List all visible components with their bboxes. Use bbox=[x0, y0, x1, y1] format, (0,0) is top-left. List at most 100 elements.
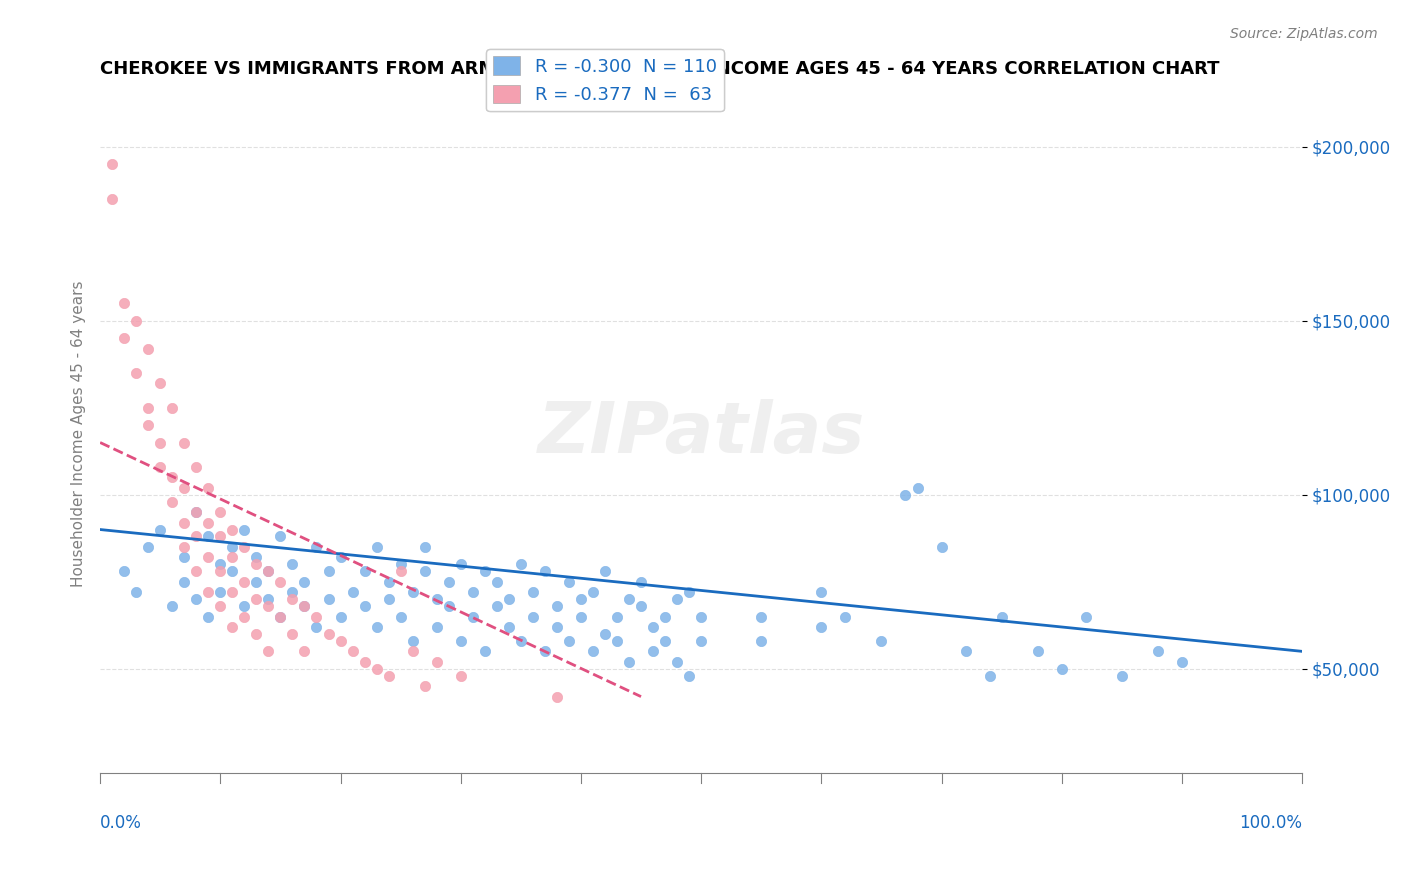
Point bbox=[666, 592, 689, 607]
Point bbox=[186, 564, 208, 578]
Point bbox=[654, 634, 676, 648]
Point bbox=[112, 296, 135, 310]
Point bbox=[606, 634, 628, 648]
Point bbox=[894, 488, 917, 502]
Point bbox=[257, 599, 280, 613]
Point bbox=[136, 418, 159, 433]
Point bbox=[509, 634, 531, 648]
Point bbox=[437, 599, 460, 613]
Point bbox=[197, 516, 219, 530]
Point bbox=[955, 644, 977, 658]
Point bbox=[197, 529, 219, 543]
Point bbox=[162, 470, 184, 484]
Point bbox=[186, 459, 208, 474]
Point bbox=[413, 679, 436, 693]
Text: ZIPatlas: ZIPatlas bbox=[537, 400, 865, 468]
Point bbox=[413, 540, 436, 554]
Point bbox=[257, 564, 280, 578]
Point bbox=[112, 564, 135, 578]
Point bbox=[209, 505, 232, 519]
Legend: R = -0.300  N = 110, R = -0.377  N =  63: R = -0.300 N = 110, R = -0.377 N = 63 bbox=[486, 49, 724, 112]
Point bbox=[690, 634, 713, 648]
Point bbox=[162, 401, 184, 415]
Point bbox=[209, 564, 232, 578]
Point bbox=[245, 550, 267, 565]
Point bbox=[426, 592, 449, 607]
Point bbox=[522, 609, 544, 624]
Point bbox=[294, 599, 316, 613]
Point bbox=[221, 523, 243, 537]
Point bbox=[870, 634, 893, 648]
Point bbox=[437, 574, 460, 589]
Point bbox=[593, 627, 616, 641]
Point bbox=[125, 366, 148, 380]
Point bbox=[979, 669, 1001, 683]
Point bbox=[149, 435, 172, 450]
Point bbox=[1050, 662, 1073, 676]
Point bbox=[149, 376, 172, 391]
Point bbox=[641, 644, 664, 658]
Point bbox=[221, 620, 243, 634]
Point bbox=[318, 627, 340, 641]
Point bbox=[617, 592, 640, 607]
Point bbox=[305, 540, 328, 554]
Point bbox=[353, 655, 375, 669]
Point bbox=[426, 655, 449, 669]
Point bbox=[534, 644, 557, 658]
Point bbox=[474, 644, 496, 658]
Point bbox=[401, 634, 423, 648]
Point bbox=[101, 192, 124, 206]
Point bbox=[389, 558, 412, 572]
Point bbox=[569, 609, 592, 624]
Point bbox=[112, 331, 135, 345]
Point bbox=[186, 592, 208, 607]
Point bbox=[342, 585, 364, 599]
Point bbox=[907, 481, 929, 495]
Point bbox=[269, 609, 291, 624]
Point bbox=[281, 585, 304, 599]
Point bbox=[546, 620, 568, 634]
Point bbox=[221, 564, 243, 578]
Point bbox=[450, 558, 472, 572]
Point bbox=[666, 655, 689, 669]
Point bbox=[810, 585, 832, 599]
Point bbox=[546, 690, 568, 704]
Point bbox=[233, 609, 256, 624]
Point bbox=[461, 609, 484, 624]
Point bbox=[1147, 644, 1170, 658]
Point bbox=[281, 558, 304, 572]
Point bbox=[209, 529, 232, 543]
Point bbox=[221, 585, 243, 599]
Point bbox=[173, 540, 195, 554]
Point bbox=[173, 481, 195, 495]
Point bbox=[186, 529, 208, 543]
Point bbox=[233, 523, 256, 537]
Point bbox=[136, 342, 159, 356]
Point bbox=[690, 609, 713, 624]
Point bbox=[294, 644, 316, 658]
Point bbox=[749, 634, 772, 648]
Point bbox=[426, 620, 449, 634]
Y-axis label: Householder Income Ages 45 - 64 years: Householder Income Ages 45 - 64 years bbox=[72, 281, 86, 587]
Point bbox=[257, 644, 280, 658]
Point bbox=[498, 592, 520, 607]
Point bbox=[366, 540, 388, 554]
Point bbox=[606, 609, 628, 624]
Point bbox=[329, 609, 352, 624]
Point bbox=[522, 585, 544, 599]
Point bbox=[173, 435, 195, 450]
Point bbox=[197, 585, 219, 599]
Point bbox=[834, 609, 856, 624]
Point bbox=[269, 609, 291, 624]
Point bbox=[389, 564, 412, 578]
Point bbox=[353, 564, 375, 578]
Point bbox=[582, 644, 605, 658]
Point bbox=[353, 599, 375, 613]
Point bbox=[162, 494, 184, 508]
Point bbox=[558, 574, 581, 589]
Point bbox=[329, 634, 352, 648]
Point bbox=[233, 599, 256, 613]
Point bbox=[245, 558, 267, 572]
Point bbox=[186, 505, 208, 519]
Point bbox=[245, 574, 267, 589]
